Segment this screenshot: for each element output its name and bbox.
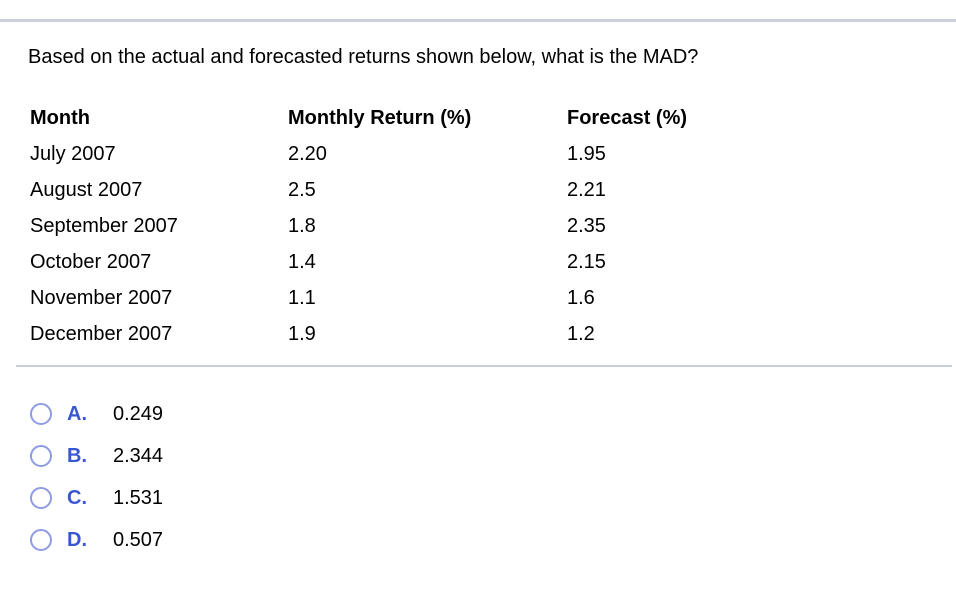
radio-button-b[interactable] <box>30 445 52 467</box>
option-letter: D. <box>67 528 87 551</box>
option-value: 2.344 <box>113 444 164 467</box>
answer-option-a[interactable]: A. 0.249 <box>0 393 956 435</box>
radio-button-c[interactable] <box>30 487 52 509</box>
option-letter: C. <box>67 486 87 509</box>
cell-return: 1.8 <box>288 214 316 237</box>
cell-month: August 2007 <box>30 178 143 201</box>
table-row: August 2007 2.5 2.21 <box>30 172 956 208</box>
table-row: July 2007 2.20 1.95 <box>30 136 956 172</box>
cell-return: 2.5 <box>288 178 316 201</box>
option-letter: A. <box>67 402 87 425</box>
header-forecast: Forecast (%) <box>567 106 688 129</box>
header-month: Month <box>30 106 90 129</box>
option-value: 1.531 <box>113 486 164 509</box>
cell-forecast: 1.6 <box>567 286 595 309</box>
cell-return: 1.4 <box>288 250 316 273</box>
answer-option-b[interactable]: B. 2.344 <box>0 435 956 477</box>
option-value: 0.249 <box>113 402 164 425</box>
radio-button-d[interactable] <box>30 529 52 551</box>
option-letter: B. <box>67 444 87 467</box>
cell-forecast: 2.15 <box>567 250 606 273</box>
radio-button-a[interactable] <box>30 403 52 425</box>
cell-month: July 2007 <box>30 142 116 165</box>
cell-forecast: 2.35 <box>567 214 606 237</box>
table-row: October 2007 1.4 2.15 <box>30 244 956 280</box>
table-row: September 2007 1.8 2.35 <box>30 208 956 244</box>
answer-options: A. 0.249 B. 2.344 C. 1.531 D. 0.507 <box>0 393 956 561</box>
cell-forecast: 1.95 <box>567 142 606 165</box>
section-divider <box>16 365 952 367</box>
cell-month: October 2007 <box>30 250 152 273</box>
top-divider <box>0 19 956 22</box>
header-monthly-return: Monthly Return (%) <box>288 106 472 129</box>
cell-month: November 2007 <box>30 286 173 309</box>
answer-option-d[interactable]: D. 0.507 <box>0 519 956 561</box>
cell-forecast: 1.2 <box>567 322 595 345</box>
answer-option-c[interactable]: C. 1.531 <box>0 477 956 519</box>
option-value: 0.507 <box>113 528 164 551</box>
returns-table: Month Monthly Return (%) Forecast (%) Ju… <box>30 100 956 352</box>
cell-month: December 2007 <box>30 322 173 345</box>
table-row: November 2007 1.1 1.6 <box>30 280 956 316</box>
cell-return: 2.20 <box>288 142 327 165</box>
question-text: Based on the actual and forecasted retur… <box>28 46 699 68</box>
cell-forecast: 2.21 <box>567 178 606 201</box>
cell-month: September 2007 <box>30 214 178 237</box>
table-header-row: Month Monthly Return (%) Forecast (%) <box>30 100 956 136</box>
cell-return: 1.9 <box>288 322 316 345</box>
cell-return: 1.1 <box>288 286 316 309</box>
table-row: December 2007 1.9 1.2 <box>30 316 956 352</box>
